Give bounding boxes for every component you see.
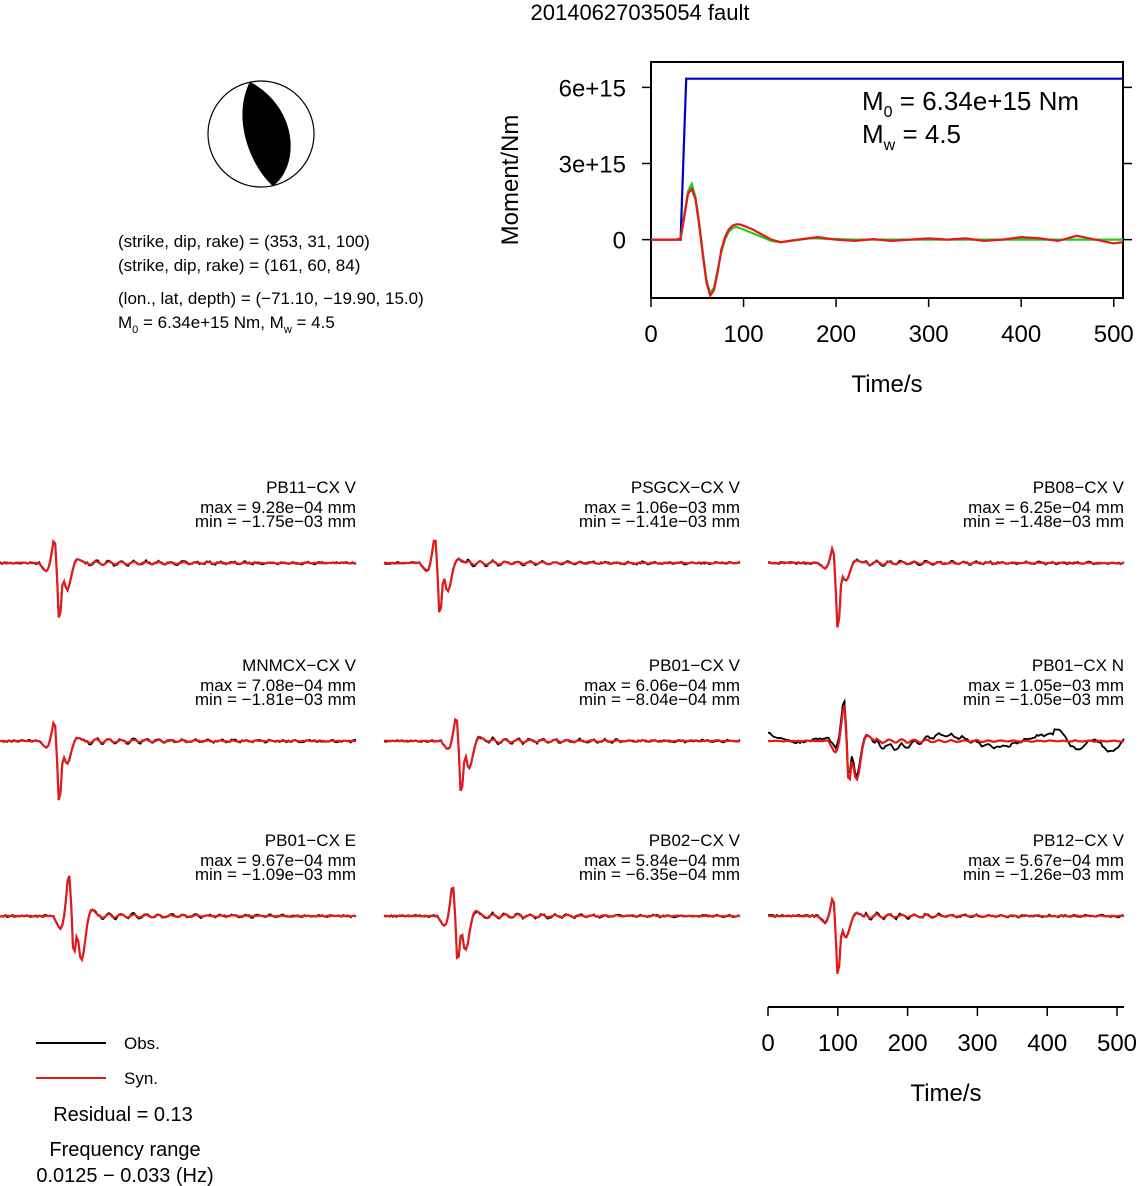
observed-trace (767, 698, 1125, 779)
station-max: max = 5.84e−04 mm (584, 851, 740, 870)
waveform-xtick-label: 0 (761, 1030, 774, 1057)
waveform-xtick-label: 200 (888, 1030, 928, 1057)
moment-ytick-label: 6e+15 (559, 75, 626, 102)
station-min: min = −1.26e−03 mm (963, 865, 1124, 884)
waveform-time-axis: 0 100 200 300 400 500 (761, 1006, 1137, 1057)
observed-trace (383, 887, 741, 959)
moment-series-green (651, 180, 1123, 296)
synthetic-trace (383, 886, 741, 960)
focal-plane-2: (strike, dip, rake) = (161, 60, 84) (118, 256, 360, 275)
waveform-xlabel: Time/s (910, 1080, 981, 1107)
moment-xtick-label: 500 (1094, 321, 1134, 348)
synthetic-trace (0, 876, 357, 963)
station-name: PSGCX−CX V (631, 478, 741, 497)
beachball-focal-mechanism (207, 80, 315, 188)
synthetic-trace (767, 703, 1125, 782)
waveform-xtick-label: 100 (818, 1030, 858, 1057)
station-name: PB01−CX E (265, 831, 356, 850)
station-min: min = −1.05e−03 mm (963, 690, 1124, 709)
moment-xtick-label: 400 (1001, 321, 1041, 348)
moment-series-red (651, 186, 1124, 298)
frequency-range-label: Frequency range (49, 1139, 200, 1161)
synthetic-trace (0, 719, 357, 801)
moment-xtick-label: 300 (909, 321, 949, 348)
station-max: max = 9.67e−04 mm (200, 851, 356, 870)
station-max: max = 1.05e−03 mm (968, 676, 1124, 695)
legend: Obs. Syn. (36, 1034, 160, 1088)
station-min: min = −1.09e−03 mm (195, 865, 356, 884)
focal-plane-1: (strike, dip, rake) = (353, 31, 100) (118, 232, 370, 251)
station-max: max = 7.08e−04 mm (200, 676, 356, 695)
synthetic-trace (767, 895, 1125, 975)
station-max: max = 6.06e−04 mm (584, 676, 740, 695)
observed-trace (0, 721, 357, 801)
observed-trace (768, 546, 1125, 628)
station-name: PB01−CX N (1032, 656, 1124, 675)
moment-ytick-label: 3e+15 (559, 152, 626, 179)
station-min: min = −1.81e−03 mm (195, 690, 356, 709)
station-name: PB08−CX V (1033, 478, 1125, 497)
station-max: max = 9.28e−04 mm (200, 498, 356, 517)
station-min: min = −1.41e−03 mm (579, 512, 740, 531)
legend-obs-label: Obs. (124, 1034, 160, 1053)
station-max: max = 6.25e−04 mm (968, 498, 1124, 517)
moment-m0-annotation: M0 = 6.34e+15 Nm (862, 86, 1079, 121)
moment-xtick-label: 200 (816, 321, 856, 348)
synthetic-trace (384, 718, 741, 792)
observed-trace (383, 717, 741, 792)
moment-xlabel: Time/s (851, 371, 922, 398)
station-name: MNMCX−CX V (242, 656, 356, 675)
station-min: min = −6.35e−04 mm (579, 865, 740, 884)
residual-label: Residual = 0.13 (53, 1104, 193, 1126)
moment-series (651, 77, 1124, 298)
moment-mw-annotation: Mw = 4.5 (862, 119, 961, 154)
moment-plot-frame (650, 61, 1124, 299)
station-name: PB12−CX V (1033, 831, 1125, 850)
station-name: PB02−CX V (649, 831, 741, 850)
station-min: min = −1.75e−03 mm (195, 512, 356, 531)
moment-ylabel: Moment/Nm (497, 115, 524, 246)
waveform-xtick-label: 400 (1027, 1030, 1067, 1057)
synthetic-trace (384, 539, 741, 612)
waveform-xtick-label: 500 (1097, 1030, 1137, 1057)
station-min: min = −8.04e−04 mm (579, 690, 740, 709)
frequency-range-value: 0.0125 − 0.033 (Hz) (36, 1165, 213, 1186)
station-name: PB01−CX V (649, 656, 741, 675)
observed-trace (0, 539, 357, 618)
station-min: min = −1.48e−03 mm (963, 512, 1124, 531)
observed-trace (767, 897, 1125, 974)
waveform-xtick-label: 300 (957, 1030, 997, 1057)
moment-panel: 0 100 200 300 400 500 0 3e+15 6e+15 Moment/Nm Ti… (497, 61, 1134, 398)
figure-title: 20140627035054 fault (531, 0, 750, 25)
moment-xtick-label: 0 (644, 321, 657, 348)
synthetic-trace (767, 544, 1125, 628)
station-max: max = 1.06e−03 mm (584, 498, 740, 517)
moment-axis-ticks: 0 100 200 300 400 500 0 3e+15 6e+15 (559, 75, 1134, 348)
legend-syn-label: Syn. (124, 1069, 158, 1088)
moment-ytick-label: 0 (613, 228, 626, 255)
station-name: PB11−CX V (266, 478, 357, 497)
location-depth: (lon., lat, depth) = (−71.10, −19.90, 15… (118, 289, 424, 308)
synthetic-trace (0, 538, 357, 618)
moment-xtick-label: 100 (724, 321, 764, 348)
moment-magnitude-info: M0 = 6.34e+15 Nm, Mw = 4.5 (118, 313, 335, 336)
station-max: max = 5.67e−04 mm (968, 851, 1124, 870)
